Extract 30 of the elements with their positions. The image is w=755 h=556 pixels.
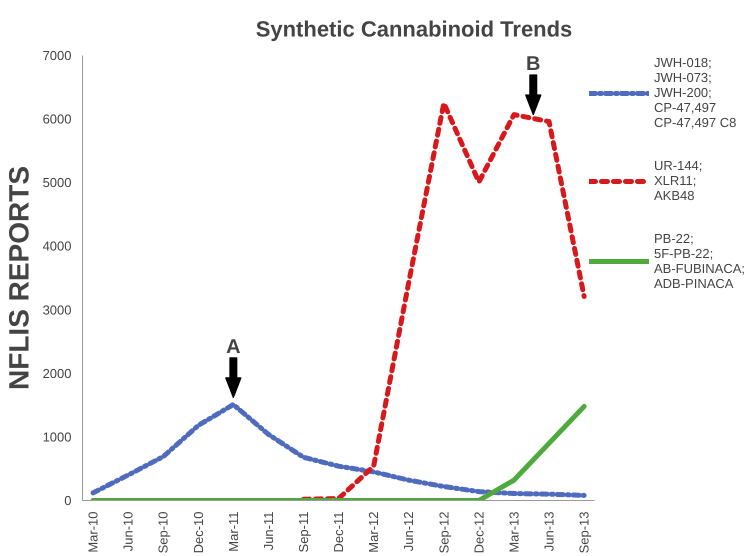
y-tick-label: 5000 <box>42 175 72 190</box>
x-tick-label: Mar-13 <box>506 511 522 553</box>
y-tick-label: 0 <box>64 493 72 508</box>
annotation: A <box>226 336 241 358</box>
x-tick-label: Jun-10 <box>120 512 136 552</box>
y-tick-label: 1000 <box>42 429 72 444</box>
y-tick-label: 2000 <box>42 366 72 381</box>
y-tick-label: 3000 <box>42 302 72 318</box>
x-tick-label: Sep-13 <box>576 512 592 554</box>
x-tick-label: Mar-11 <box>226 511 241 552</box>
x-tick-label: Jun-13 <box>542 512 557 552</box>
x-tick-label: Sep-10 <box>156 512 171 554</box>
x-tick-label: Mar-12 <box>366 511 382 553</box>
x-tick-label: Dec-12 <box>471 511 486 554</box>
annotation: B <box>526 52 540 75</box>
legend-label: JWH-018; JWH-073; JWH-200; CP-47,497 CP-47,497 C8 <box>654 55 736 130</box>
y-axis-title: NFLIS REPORTS <box>4 166 35 390</box>
x-tick-label: Jun-11 <box>260 511 276 550</box>
x-tick-label: Sep-12 <box>436 512 452 554</box>
x-tick-label: Sep-11 <box>296 511 311 552</box>
chart-title: Synthetic Cannabinoid Trends <box>256 16 572 42</box>
y-tick-label: 6000 <box>42 112 72 127</box>
legend-label: PB-22; 5F-PB-22; AB-FUBINACA; ADB-PINACA <box>654 231 745 291</box>
x-tick-label: Jun-12 <box>401 512 416 552</box>
legend-label: UR-144; XLR11; AKB48 <box>654 158 702 203</box>
y-tick-label: 4000 <box>42 238 72 254</box>
y-tick-label: 7000 <box>42 48 72 63</box>
x-tick-label: Dec-10 <box>190 511 206 554</box>
x-tick-label: Mar-10 <box>86 511 101 553</box>
x-tick-label: Dec-11 <box>331 511 346 552</box>
